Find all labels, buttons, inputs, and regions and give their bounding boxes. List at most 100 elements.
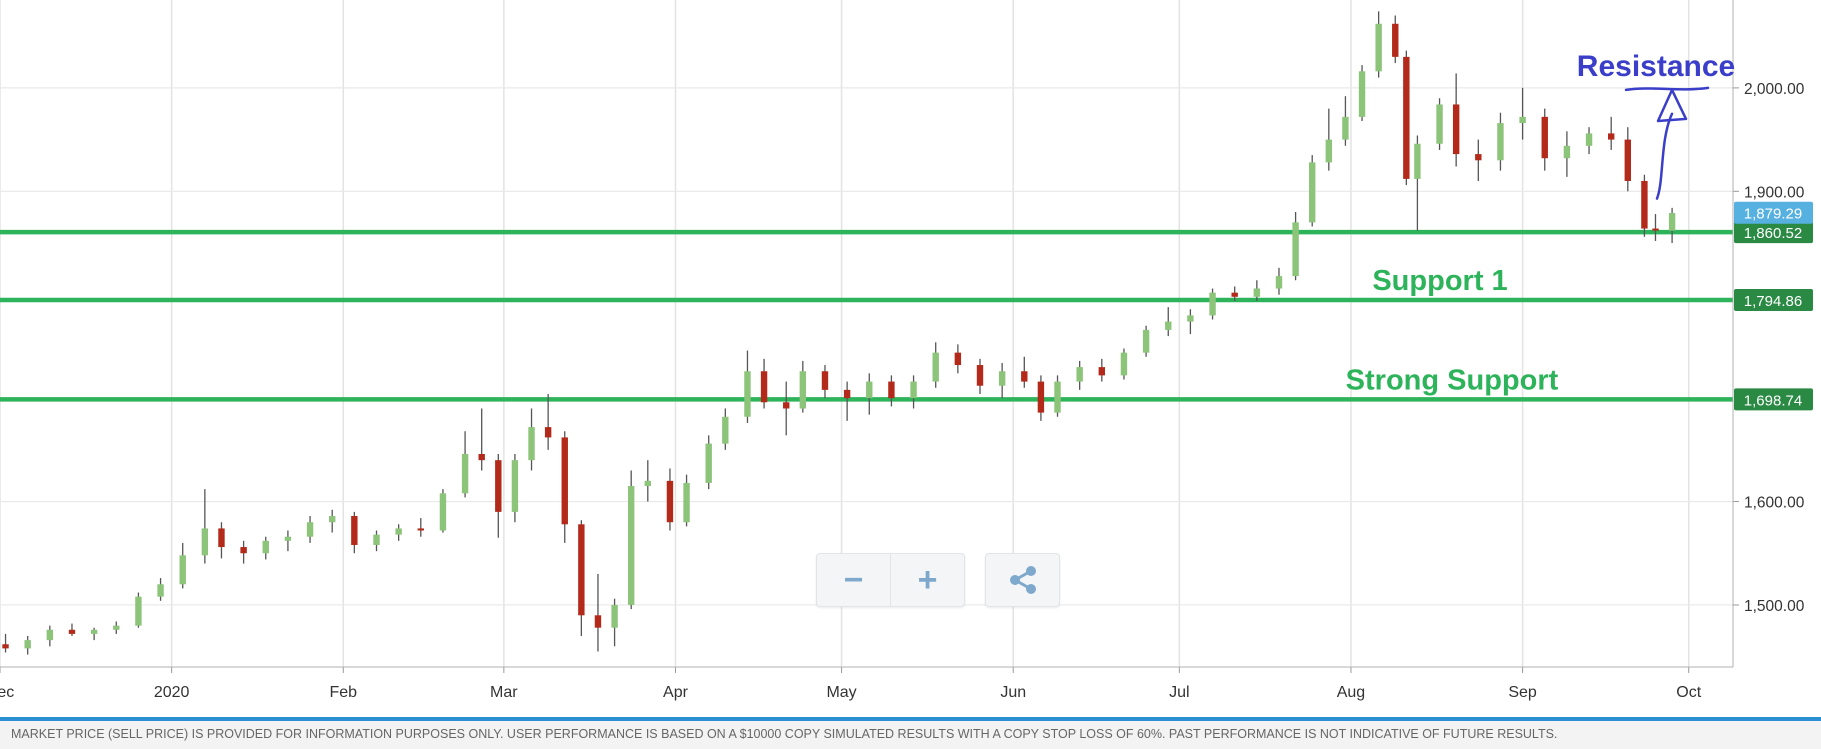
candle-body: [1325, 139, 1333, 163]
candle-up: [1585, 127, 1593, 155]
candle-body: [783, 402, 790, 409]
x-tick-label: Feb: [329, 684, 357, 701]
candle-down: [240, 540, 247, 564]
share-button-group: [985, 553, 1060, 607]
candle-down: [976, 358, 984, 394]
candle-body: [1309, 162, 1316, 223]
resistance-arrow-head: [1656, 88, 1688, 123]
candle-up: [395, 524, 402, 541]
x-tick-label: Aug: [1337, 684, 1365, 701]
candle-body: [976, 365, 984, 386]
candle-down: [561, 431, 568, 543]
candle-body: [705, 443, 712, 483]
chart-annotations: Support 1 Strong Support Resistance: [1346, 50, 1736, 397]
y-tick-label: 1,500.00: [1744, 598, 1805, 615]
x-tick-label: Dec: [0, 684, 14, 701]
candle-body: [135, 596, 142, 626]
x-tick-label: Sep: [1508, 684, 1537, 701]
candle-up: [611, 598, 618, 647]
x-tick-label: Apr: [663, 684, 689, 701]
share-button[interactable]: [986, 554, 1059, 606]
candle-body: [478, 453, 485, 461]
candle-body: [594, 615, 602, 628]
candle-body: [611, 604, 618, 628]
support-annotation-label: Strong Support: [1346, 364, 1559, 396]
candle-up: [1165, 307, 1172, 337]
candle-down: [218, 522, 225, 559]
candle-body: [528, 427, 535, 461]
y-tick-label: 1,600.00: [1744, 495, 1805, 512]
candle-body: [544, 427, 552, 438]
candle-body: [395, 528, 402, 535]
candle-up: [998, 362, 1006, 399]
candle-body: [821, 371, 829, 390]
candle-up: [1563, 131, 1571, 177]
candle-up: [306, 516, 314, 543]
candle-up: [373, 530, 380, 552]
candle-body: [1120, 352, 1128, 376]
candle-body: [1497, 123, 1504, 161]
x-tick-label: Jun: [1000, 684, 1026, 701]
candle-up: [1309, 155, 1316, 227]
candle-body: [1209, 292, 1216, 316]
candle-body: [1519, 116, 1526, 124]
price-badge-box: [1734, 388, 1813, 411]
candle-down: [594, 573, 602, 652]
price-chart[interactable]: Dec 2020 Feb Mar Apr May Jun Jul Aug Sep Oct 1,500.…: [0, 0, 1821, 717]
candle-up: [90, 627, 98, 641]
zoom-out-button[interactable]: −: [843, 560, 864, 599]
candle-up: [1342, 96, 1349, 146]
x-tick-label: Jul: [1169, 684, 1189, 701]
price-badge-label: 1,879.29: [1744, 206, 1802, 223]
candle-down: [760, 358, 768, 409]
share-icon: [1009, 566, 1036, 594]
candle-body: [218, 528, 225, 548]
candle-body: [1375, 23, 1382, 72]
candle-down: [1403, 50, 1410, 186]
candle-down: [351, 511, 358, 554]
candle-down: [843, 381, 851, 421]
candle-up: [329, 509, 336, 533]
candle-body: [1403, 56, 1410, 179]
candle-body: [1231, 292, 1238, 297]
candle-body: [1076, 367, 1083, 382]
current-price-badge: 1,879.29: [1734, 201, 1813, 224]
x-tick-label: May: [826, 684, 856, 701]
price-badge-box: [1734, 289, 1813, 312]
candle-body: [744, 371, 751, 417]
candle-body: [683, 482, 690, 523]
candle-up: [46, 625, 54, 647]
candle-body: [1187, 315, 1194, 322]
candle-down: [1021, 356, 1028, 388]
candle-up: [1668, 207, 1676, 244]
candle-body: [760, 371, 768, 403]
price-badge-box: [1734, 201, 1813, 224]
candle-down: [1392, 15, 1399, 64]
candle-down: [578, 520, 585, 636]
chart-background: [0, 0, 1821, 717]
x-tick-label: Oct: [1676, 684, 1701, 701]
candle-up: [135, 592, 142, 628]
candle-up: [1375, 11, 1382, 78]
candle-up: [1275, 267, 1283, 295]
candle-body: [578, 524, 585, 616]
candle-body: [179, 555, 186, 585]
candle-up: [799, 360, 807, 413]
candle-up: [744, 350, 751, 423]
candle-body: [1142, 329, 1150, 353]
candle-down: [954, 344, 962, 374]
x-tick-label: 2020: [154, 684, 190, 701]
candle-body: [1414, 143, 1421, 179]
candle-up: [1209, 288, 1216, 320]
candle-body: [90, 629, 98, 634]
zoom-in-button[interactable]: +: [890, 554, 964, 606]
x-tick-label: Mar: [490, 684, 518, 701]
candle-down: [478, 408, 485, 471]
candle-body: [240, 547, 247, 554]
candle-body: [329, 516, 336, 523]
candle-body: [1641, 180, 1648, 229]
candle-body: [954, 352, 962, 366]
candle-up: [1436, 98, 1443, 150]
candle-up: [627, 470, 635, 610]
candle-body: [68, 629, 76, 634]
